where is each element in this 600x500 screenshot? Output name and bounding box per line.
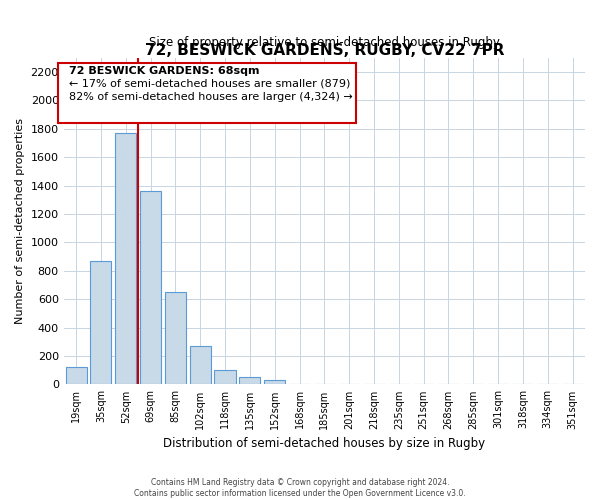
Text: 72 BESWICK GARDENS: 68sqm: 72 BESWICK GARDENS: 68sqm <box>69 66 259 76</box>
Bar <box>65 368 86 384</box>
Text: Contains HM Land Registry data © Crown copyright and database right 2024.
Contai: Contains HM Land Registry data © Crown c… <box>134 478 466 498</box>
Bar <box>115 133 136 384</box>
Bar <box>239 378 260 384</box>
FancyBboxPatch shape <box>58 62 356 123</box>
Text: Size of property relative to semi-detached houses in Rugby: Size of property relative to semi-detach… <box>149 36 500 50</box>
Bar <box>165 292 186 384</box>
Title: 72, BESWICK GARDENS, RUGBY, CV22 7PR: 72, BESWICK GARDENS, RUGBY, CV22 7PR <box>145 42 504 58</box>
Text: ← 17% of semi-detached houses are smaller (879): ← 17% of semi-detached houses are smalle… <box>69 79 350 89</box>
Bar <box>140 191 161 384</box>
Y-axis label: Number of semi-detached properties: Number of semi-detached properties <box>15 118 25 324</box>
Bar <box>91 261 112 384</box>
Bar <box>264 380 285 384</box>
Text: 82% of semi-detached houses are larger (4,324) →: 82% of semi-detached houses are larger (… <box>69 92 353 102</box>
Bar <box>190 346 211 385</box>
X-axis label: Distribution of semi-detached houses by size in Rugby: Distribution of semi-detached houses by … <box>163 437 485 450</box>
Bar <box>214 370 236 384</box>
